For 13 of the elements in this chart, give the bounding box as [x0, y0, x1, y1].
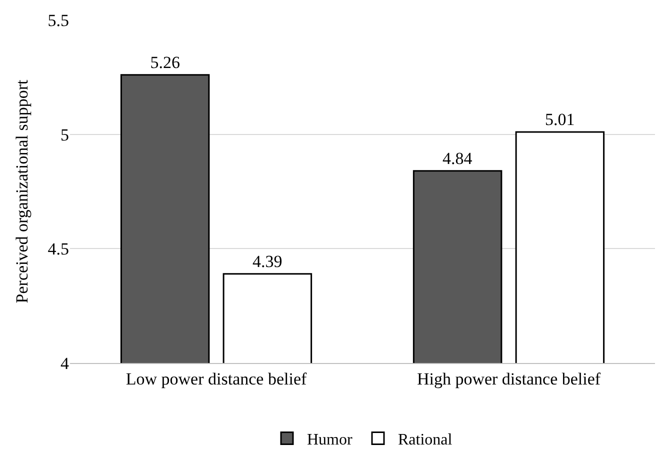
y-tick-label: 4.5 [48, 240, 69, 259]
x-tick-label: High power distance belief [416, 369, 601, 388]
y-tick-label: 5.5 [48, 10, 69, 30]
y-tick-label: 5 [60, 125, 69, 144]
data-label: 4.39 [252, 252, 282, 271]
x-tick-label: Low power distance belief [126, 369, 307, 388]
y-tick-label: 4 [60, 354, 70, 373]
y-axis-title: Perceived organizational support [12, 80, 32, 304]
data-label: 5.01 [545, 110, 575, 130]
legend-label: Humor [307, 431, 353, 448]
data-label: 5.26 [150, 52, 180, 72]
data-label: 4.84 [442, 148, 473, 168]
legend-label: Rational [398, 431, 453, 448]
